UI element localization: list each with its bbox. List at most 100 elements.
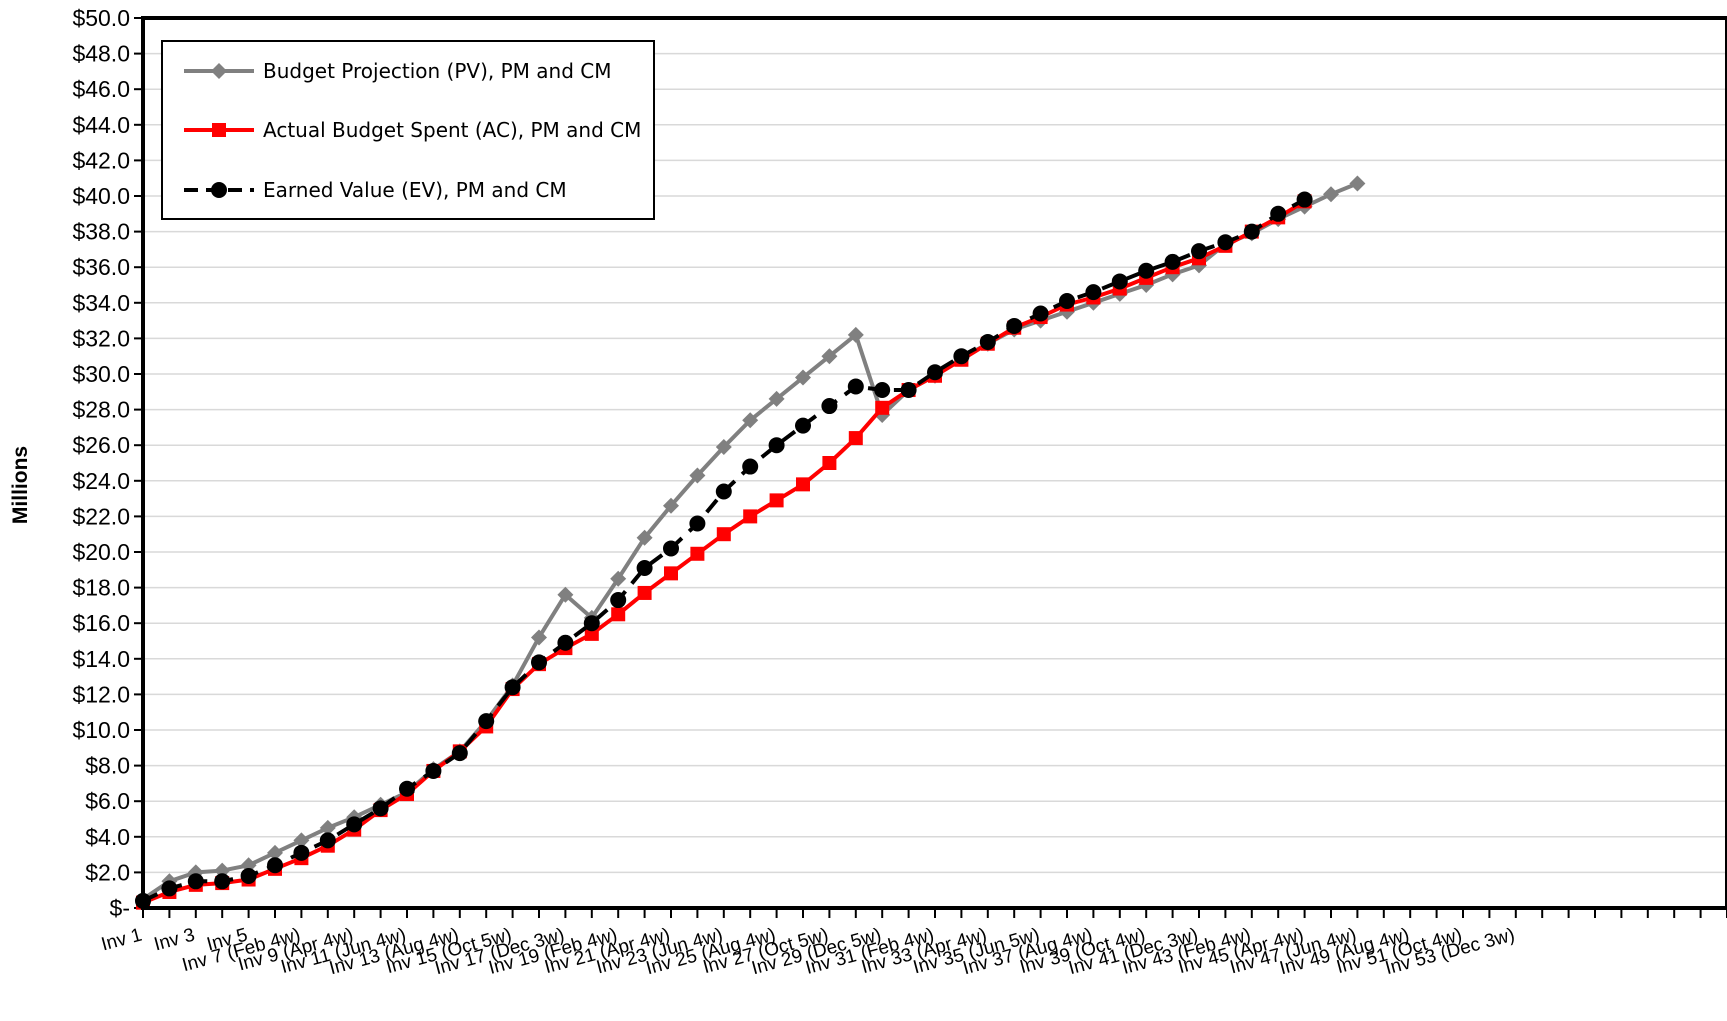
y-tick-label: $10.0 bbox=[72, 717, 130, 743]
y-tick-label: $42.0 bbox=[72, 147, 130, 173]
data-point bbox=[979, 333, 996, 350]
data-point bbox=[795, 369, 811, 386]
data-point bbox=[557, 586, 574, 603]
data-point bbox=[240, 867, 257, 884]
y-tick-label: $24.0 bbox=[72, 468, 130, 494]
data-point bbox=[1349, 175, 1366, 192]
y-tick-label: $36.0 bbox=[72, 254, 130, 280]
data-point bbox=[531, 654, 547, 671]
data-point bbox=[1006, 317, 1023, 334]
data-point bbox=[768, 437, 785, 454]
data-point bbox=[531, 629, 547, 646]
plot-area-border bbox=[141, 16, 1727, 910]
y-tick-label: $48.0 bbox=[72, 41, 130, 67]
data-point bbox=[346, 816, 363, 833]
data-point bbox=[689, 467, 706, 484]
data-point bbox=[796, 477, 810, 492]
data-point bbox=[1164, 253, 1181, 270]
legend-item-pv: Budget Projection (PV), PM and CM bbox=[184, 59, 612, 83]
data-point bbox=[372, 800, 389, 817]
data-point bbox=[319, 832, 336, 849]
data-point bbox=[795, 417, 811, 434]
data-point bbox=[689, 515, 706, 532]
data-point bbox=[1270, 205, 1287, 222]
x-tick-label: Inv 3 bbox=[152, 925, 197, 956]
y-tick-label: $22.0 bbox=[72, 503, 130, 529]
data-point bbox=[716, 527, 731, 542]
data-point bbox=[610, 570, 627, 587]
data-point bbox=[1191, 243, 1207, 260]
data-point bbox=[690, 546, 705, 561]
data-point bbox=[610, 592, 627, 609]
data-point bbox=[822, 456, 837, 470]
x-tick-label: Inv 1 bbox=[99, 925, 144, 956]
data-point bbox=[187, 873, 204, 890]
legend-marker-ac bbox=[212, 123, 226, 137]
legend: Budget Projection (PV), PM and CM Actual… bbox=[161, 40, 655, 220]
data-point bbox=[847, 378, 864, 395]
data-point bbox=[161, 880, 178, 897]
data-point bbox=[1323, 186, 1339, 203]
series-line bbox=[141, 181, 1359, 901]
data-point bbox=[768, 390, 785, 407]
data-point bbox=[769, 493, 784, 508]
legend-marker-pv bbox=[211, 63, 227, 79]
data-point bbox=[874, 382, 891, 399]
data-point bbox=[214, 873, 231, 890]
legend-marker-ev bbox=[211, 182, 227, 198]
y-tick-label: $26.0 bbox=[72, 432, 130, 458]
y-axis-label: Millions bbox=[9, 446, 32, 524]
data-point bbox=[742, 458, 759, 475]
data-point bbox=[663, 497, 679, 514]
data-point bbox=[663, 540, 679, 557]
y-axis-ticks: $- $2.0 $4.0 $6.0 $8.0 $10.0 $12.0 $14.0 $16.0 $1… bbox=[72, 5, 143, 921]
data-point bbox=[504, 679, 521, 696]
y-tick-label: $38.0 bbox=[72, 219, 130, 245]
data-point bbox=[900, 382, 917, 399]
y-tick-label: $40.0 bbox=[72, 183, 130, 209]
data-point bbox=[451, 745, 468, 762]
data-point bbox=[1296, 191, 1313, 208]
data-point bbox=[636, 560, 653, 577]
data-point bbox=[478, 713, 495, 730]
data-point bbox=[611, 607, 626, 622]
series-line bbox=[142, 197, 1306, 903]
data-point bbox=[319, 819, 336, 836]
legend-label-ev: Earned Value (EV), PM and CM bbox=[263, 178, 567, 202]
data-point bbox=[557, 634, 574, 651]
y-tick-label: $16.0 bbox=[72, 610, 130, 636]
y-tick-label: $2.0 bbox=[85, 859, 130, 885]
data-point bbox=[664, 566, 678, 581]
data-point bbox=[267, 857, 283, 874]
y-tick-label: $14.0 bbox=[72, 646, 130, 672]
y-tick-label: $4.0 bbox=[85, 824, 130, 850]
legend-item-ev: Earned Value (EV), PM and CM bbox=[184, 178, 567, 202]
y-tick-label: $20.0 bbox=[72, 539, 130, 565]
data-point bbox=[953, 348, 970, 365]
y-tick-label: $50.0 bbox=[72, 5, 130, 31]
series-group bbox=[135, 175, 1366, 910]
data-point bbox=[821, 398, 838, 415]
y-tick-label: $32.0 bbox=[72, 325, 130, 351]
y-tick-label: $46.0 bbox=[72, 76, 130, 102]
data-point bbox=[1243, 223, 1260, 240]
y-tick-label: $30.0 bbox=[72, 361, 130, 387]
data-point bbox=[1032, 305, 1049, 322]
y-tick-label: $8.0 bbox=[85, 753, 130, 779]
data-point bbox=[1217, 234, 1234, 251]
y-tick-label: $34.0 bbox=[72, 290, 130, 316]
y-tick-label: $- bbox=[110, 895, 130, 921]
y-tick-label: $12.0 bbox=[72, 681, 130, 707]
data-point bbox=[636, 529, 653, 546]
data-point bbox=[583, 615, 600, 632]
data-point bbox=[1085, 284, 1102, 301]
y-tick-label: $28.0 bbox=[72, 397, 130, 423]
data-point bbox=[821, 348, 838, 365]
data-point bbox=[1138, 262, 1155, 279]
data-point bbox=[293, 844, 310, 861]
series-1 bbox=[135, 175, 1366, 908]
data-point bbox=[1059, 293, 1075, 310]
legend-label-ac: Actual Budget Spent (AC), PM and CM bbox=[263, 118, 641, 142]
data-point bbox=[847, 326, 864, 343]
